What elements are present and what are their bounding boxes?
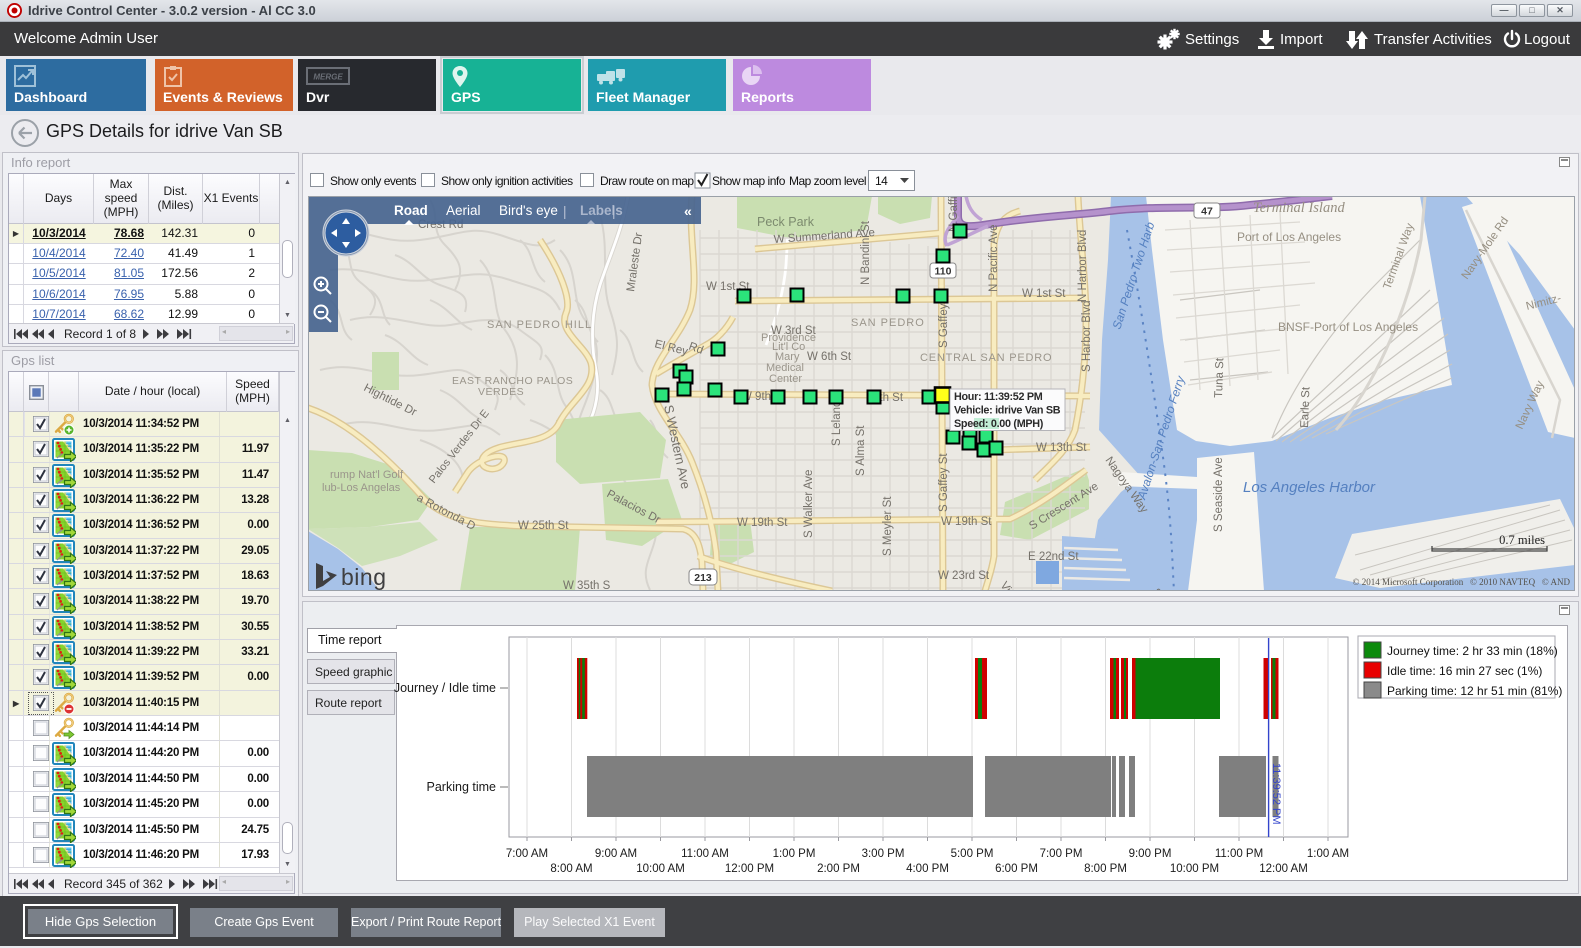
- svg-text:W 35th S: W 35th S: [563, 580, 611, 591]
- svg-text:9:00 PM: 9:00 PM: [1129, 848, 1172, 860]
- svg-text:Mary: Mary: [775, 351, 800, 363]
- svg-text:Terminal Island: Terminal Island: [1253, 200, 1345, 216]
- svg-text:Center: Center: [769, 373, 802, 385]
- svg-text:S Walker Ave: S Walker Ave: [803, 470, 815, 538]
- svg-text:8:00 PM: 8:00 PM: [1084, 863, 1127, 875]
- svg-text:Rd: Rd: [687, 341, 705, 357]
- svg-text:Idle time: 16 min 27 sec (1%): Idle time: 16 min 27 sec (1%): [1387, 664, 1542, 678]
- svg-text:W 23rd St: W 23rd St: [938, 570, 990, 582]
- svg-text:Journey / Idle time: Journey / Idle time: [394, 681, 496, 695]
- svg-text:© 2014 Microsoft Corporation: © 2014 Microsoft Corporation © 2010 NAVT…: [1353, 577, 1571, 587]
- svg-text:Earle St: Earle St: [1299, 386, 1312, 428]
- svg-text:7:00 AM: 7:00 AM: [506, 848, 548, 860]
- svg-text:S Meyler St: S Meyler St: [882, 496, 894, 556]
- svg-text:Lit'l Co: Lit'l Co: [772, 341, 805, 353]
- svg-text:Aerial: Aerial: [446, 203, 481, 218]
- svg-text:BNSF-Port of Los Angeles: BNSF-Port of Los Angeles: [1278, 320, 1418, 334]
- svg-text:6:00 PM: 6:00 PM: [995, 863, 1038, 875]
- svg-text:3:00 PM: 3:00 PM: [862, 848, 905, 860]
- svg-text:W 3rd St: W 3rd St: [771, 325, 817, 337]
- svg-text:Vehicle: idrive Van SB: Vehicle: idrive Van SB: [954, 405, 1061, 417]
- svg-text:CENTRAL SAN PEDRO: CENTRAL SAN PEDRO: [920, 352, 1052, 364]
- svg-text:S Seaside Ave: S Seaside Ave: [1213, 457, 1225, 532]
- svg-text:bing: bing: [341, 564, 386, 590]
- svg-text:W 19th St: W 19th St: [941, 516, 992, 528]
- svg-text:lub-Los Angelas: lub-Los Angelas: [322, 482, 401, 494]
- svg-text:|: |: [563, 204, 567, 219]
- svg-text:EAST RANCHO PALOS: EAST RANCHO PALOS: [452, 375, 573, 387]
- svg-text:12:00 PM: 12:00 PM: [725, 863, 774, 875]
- svg-text:Labels: Labels: [580, 203, 623, 218]
- svg-text:213: 213: [694, 572, 712, 584]
- svg-text:W 1st St: W 1st St: [1022, 288, 1066, 300]
- svg-text:4:00 PM: 4:00 PM: [906, 863, 949, 875]
- svg-text:S Gaffey St: S Gaffey St: [938, 453, 950, 512]
- svg-text:10:00 PM: 10:00 PM: [1170, 863, 1219, 875]
- svg-text:N Harbor Blvd: N Harbor Blvd: [1077, 230, 1089, 302]
- svg-text:Port of Los Angeles: Port of Los Angeles: [1237, 230, 1341, 244]
- svg-text:8:00 AM: 8:00 AM: [550, 863, 592, 875]
- svg-text:110: 110: [935, 266, 952, 278]
- svg-text:W 19th St: W 19th St: [737, 517, 788, 529]
- svg-text:Hour: 11:39:52 PM: Hour: 11:39:52 PM: [954, 391, 1043, 403]
- svg-text:N Bandini St: N Bandini St: [860, 220, 872, 285]
- svg-text:S Harbor Blvd: S Harbor Blvd: [1081, 300, 1093, 372]
- svg-text:1:00 PM: 1:00 PM: [773, 848, 816, 860]
- svg-text:MERGE: MERGE: [313, 73, 343, 82]
- svg-text:W 25th St: W 25th St: [518, 520, 569, 532]
- svg-text:47: 47: [1201, 206, 1213, 218]
- svg-text:Los Angeles Harbor: Los Angeles Harbor: [1243, 479, 1376, 496]
- svg-text:N Gaffi: N Gaffi: [948, 196, 960, 232]
- svg-text:2:00 PM: 2:00 PM: [817, 863, 860, 875]
- svg-text:7:00 PM: 7:00 PM: [1040, 848, 1083, 860]
- svg-text:12:00 AM: 12:00 AM: [1259, 863, 1308, 875]
- svg-text:S Alma St: S Alma St: [855, 425, 867, 476]
- svg-text:Parking time: Parking time: [427, 780, 497, 794]
- svg-text:5:00 PM: 5:00 PM: [951, 848, 994, 860]
- svg-text:11:00 PM: 11:00 PM: [1215, 848, 1263, 860]
- svg-text:11:39:52 PM: 11:39:52 PM: [1270, 763, 1282, 825]
- svg-text:Journey time: 2 hr 33 min (18%: Journey time: 2 hr 33 min (18%): [1387, 644, 1558, 658]
- svg-text:VERDES: VERDES: [478, 386, 524, 398]
- svg-text:Medical: Medical: [766, 362, 804, 374]
- svg-text:0.7 miles: 0.7 miles: [1499, 533, 1545, 547]
- svg-text:W 6th St: W 6th St: [807, 351, 852, 363]
- svg-text:SAN PEDRO: SAN PEDRO: [851, 317, 925, 329]
- svg-text:9:00 AM: 9:00 AM: [595, 848, 637, 860]
- svg-text:W 13th St: W 13th St: [1036, 442, 1087, 454]
- svg-text:Providence: Providence: [761, 332, 816, 344]
- svg-text:Road: Road: [394, 203, 428, 218]
- svg-text:«: «: [684, 203, 692, 219]
- svg-text:11:00 AM: 11:00 AM: [681, 848, 729, 860]
- svg-text:Bird's eye: Bird's eye: [499, 203, 558, 218]
- svg-text:E 22nd St: E 22nd St: [1028, 551, 1079, 563]
- svg-text:SAN PEDRO HILL: SAN PEDRO HILL: [487, 319, 592, 331]
- svg-text:Sign: Sign: [1149, 587, 1168, 591]
- svg-text:N Pacific Ave: N Pacific Ave: [988, 224, 1000, 292]
- svg-text:rump Nat'l Golf: rump Nat'l Golf: [330, 469, 404, 481]
- svg-text:1:00 AM: 1:00 AM: [1307, 848, 1349, 860]
- svg-text:Speed: 0.00 (MPH): Speed: 0.00 (MPH): [954, 418, 1044, 430]
- svg-text:10:00 AM: 10:00 AM: [636, 863, 685, 875]
- svg-text:Tuna St: Tuna St: [1213, 357, 1226, 398]
- svg-text:Parking time: 12 hr 51 min (81: Parking time: 12 hr 51 min (81%): [1387, 684, 1562, 698]
- svg-text:|: |: [612, 204, 616, 219]
- svg-text:Peck Park: Peck Park: [757, 215, 815, 229]
- svg-text:Via: Via: [998, 580, 1018, 591]
- svg-text:S Leland: S Leland: [831, 401, 843, 446]
